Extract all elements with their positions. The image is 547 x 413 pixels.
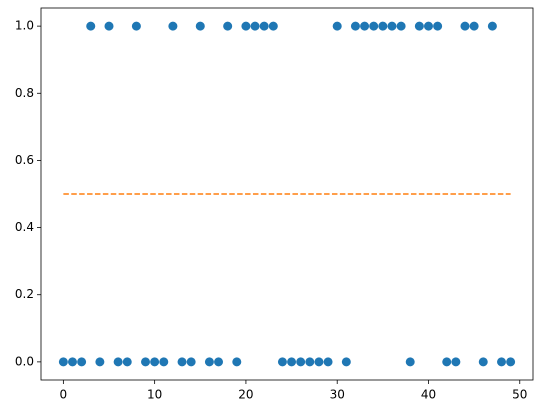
point	[277, 357, 287, 367]
point	[186, 357, 196, 367]
point	[159, 357, 169, 367]
point	[378, 21, 388, 31]
x-tick-label: 20	[238, 388, 253, 402]
point	[250, 21, 260, 31]
point	[214, 357, 224, 367]
point	[369, 21, 379, 31]
point	[232, 357, 242, 367]
point	[141, 357, 151, 367]
point	[259, 21, 269, 31]
plot-frame	[40, 7, 534, 381]
point	[296, 357, 306, 367]
point	[405, 357, 415, 367]
point	[58, 357, 68, 367]
point	[305, 357, 315, 367]
point	[497, 357, 507, 367]
point	[122, 357, 132, 367]
point	[460, 21, 470, 31]
point	[433, 21, 443, 31]
point	[131, 21, 141, 31]
x-tick-label: 40	[421, 388, 436, 402]
point	[104, 21, 114, 31]
point	[314, 357, 324, 367]
x-tick-label: 50	[512, 388, 527, 402]
point	[469, 21, 479, 31]
y-tick-label: 0.2	[15, 287, 34, 301]
point	[195, 21, 205, 31]
y-tick-label: 0.6	[15, 153, 34, 167]
point	[168, 21, 178, 31]
point	[442, 357, 452, 367]
y-tick-label: 0.8	[15, 86, 34, 100]
x-tick-label: 30	[330, 388, 345, 402]
point	[323, 357, 333, 367]
point	[387, 21, 397, 31]
point	[396, 21, 406, 31]
point	[241, 21, 251, 31]
point	[478, 357, 488, 367]
point	[451, 357, 461, 367]
point	[287, 357, 297, 367]
point	[341, 357, 351, 367]
y-tick-label: 0.0	[15, 354, 34, 368]
point	[67, 357, 77, 367]
point	[506, 357, 516, 367]
point	[268, 21, 278, 31]
x-tick-label: 10	[147, 388, 162, 402]
x-tick-label: 0	[60, 388, 68, 402]
point	[95, 357, 105, 367]
point	[223, 21, 233, 31]
y-tick-label: 1.0	[15, 19, 34, 33]
point	[414, 21, 424, 31]
point	[332, 21, 342, 31]
point	[77, 357, 87, 367]
point	[350, 21, 360, 31]
point	[360, 21, 370, 31]
point	[113, 357, 123, 367]
point	[423, 21, 433, 31]
point	[204, 357, 214, 367]
point	[177, 357, 187, 367]
point	[150, 357, 160, 367]
y-tick-label: 0.4	[15, 220, 34, 234]
point	[86, 21, 96, 31]
point	[487, 21, 497, 31]
